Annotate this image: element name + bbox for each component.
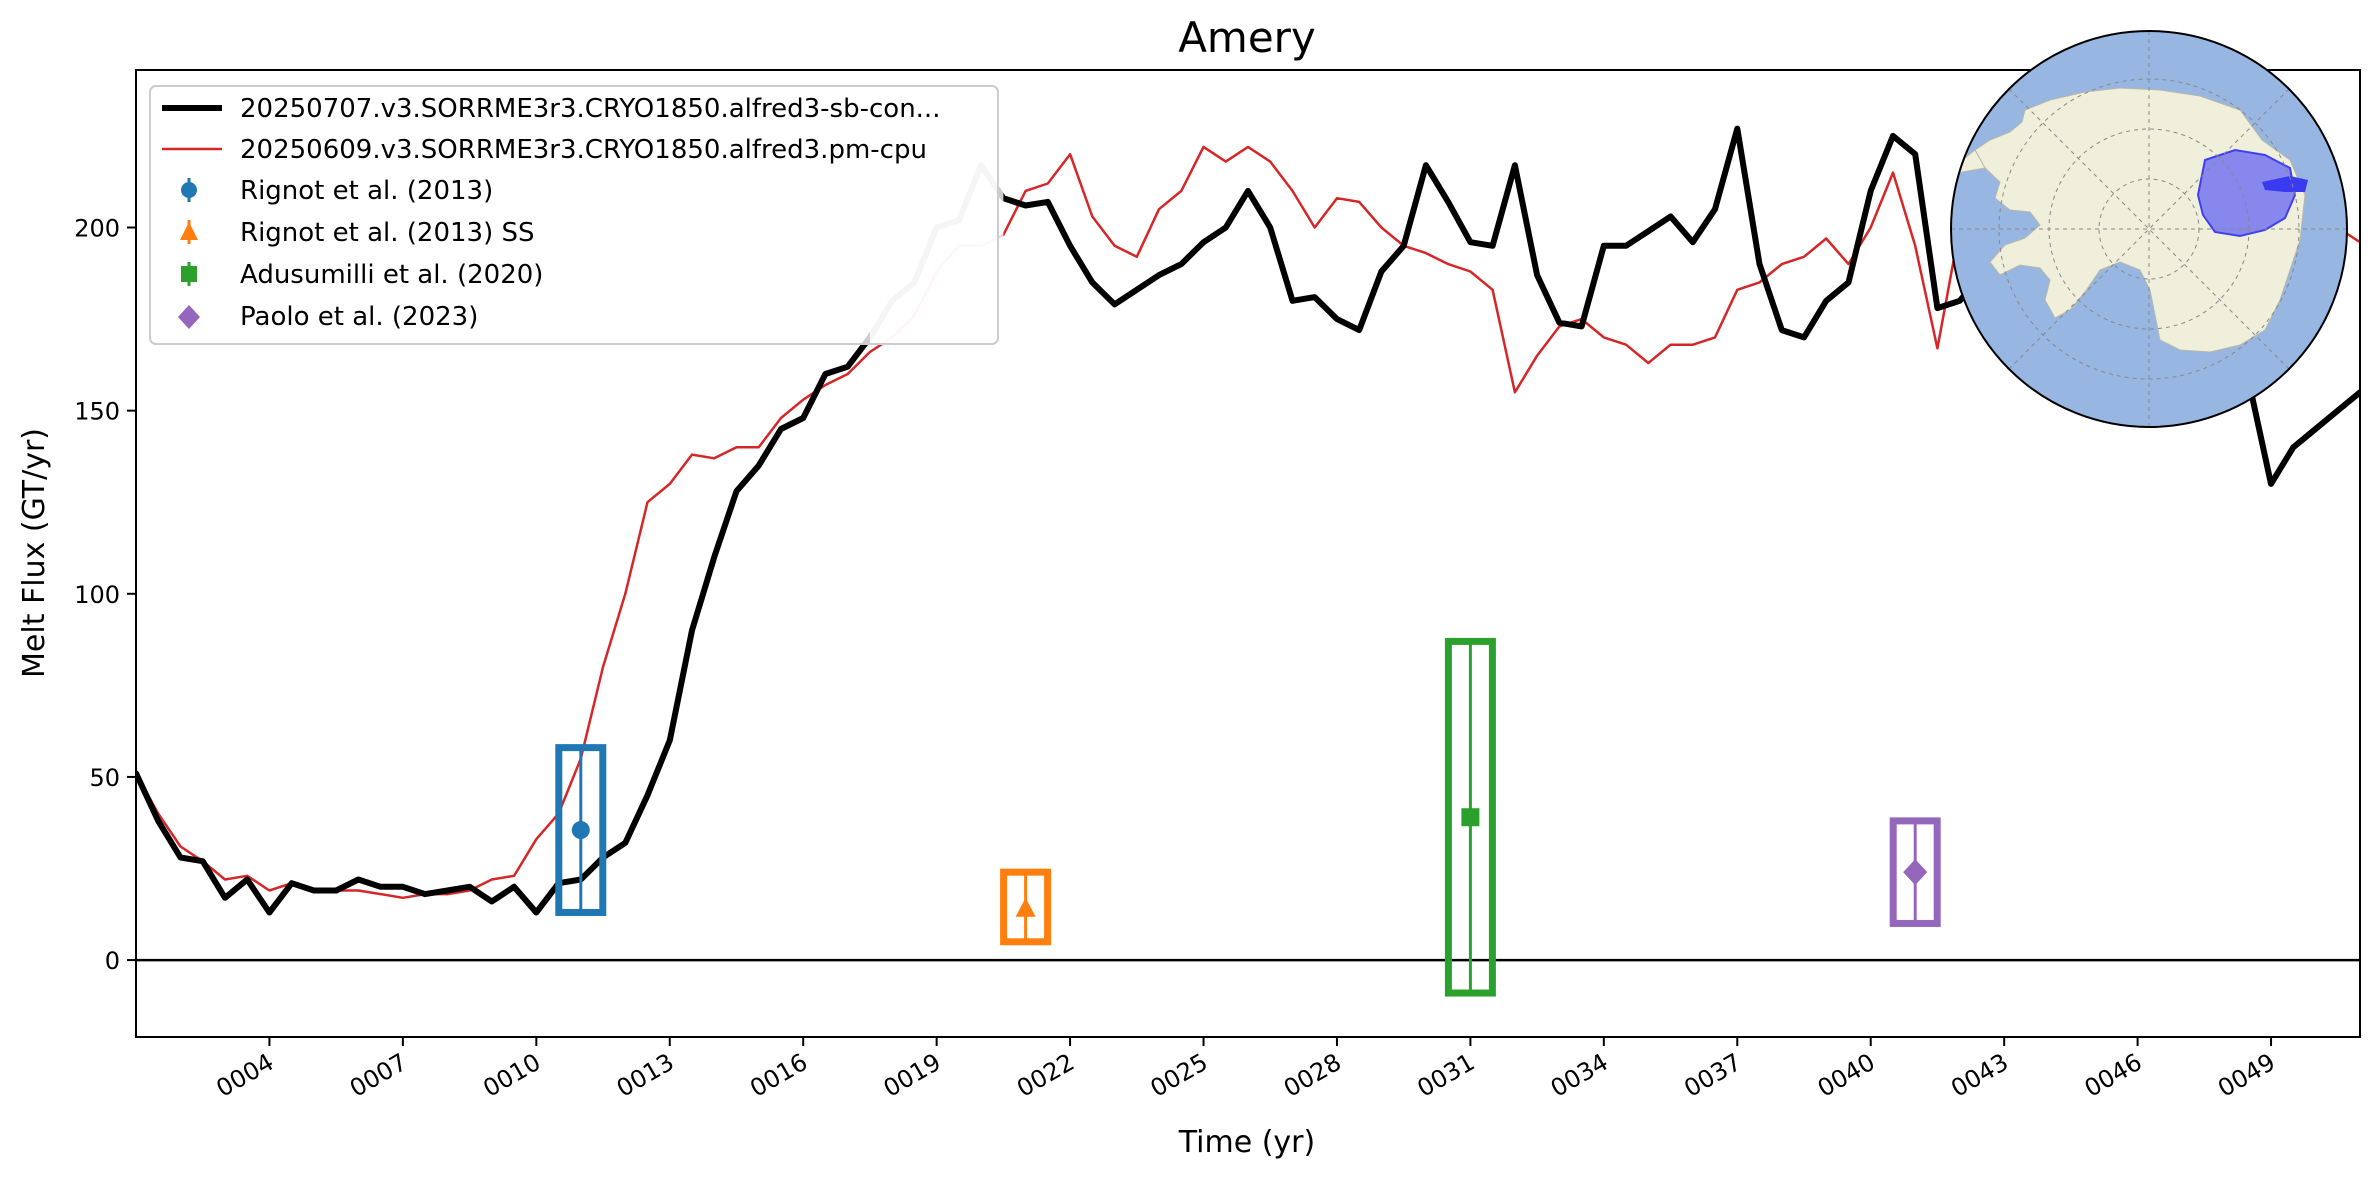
y-tick-label: 100 <box>74 581 120 609</box>
observation-marker <box>1461 808 1480 827</box>
legend-entry-pm-cpu: 20250609.v3.SORRME3r3.CRYO1850.alfred3.p… <box>240 135 927 165</box>
map-graticule <box>1951 31 2347 427</box>
observation-marker <box>1903 859 1928 886</box>
observation-1 <box>555 744 607 916</box>
legend-entry-adusumilli: Adusumilli et al. (2020) <box>240 260 543 290</box>
y-axis: 0 50 100 150 200 <box>74 215 136 975</box>
legend-entry-control: 20250707.v3.SORRME3r3.CRYO1850.alfred3-s… <box>240 94 940 124</box>
y-tick-label: 0 <box>105 947 120 975</box>
amery-ice-shelf-highlight <box>2262 176 2308 192</box>
observation-marker <box>1015 897 1036 917</box>
legend-marker-rignot <box>181 178 197 202</box>
observation-marker <box>571 821 590 840</box>
legend: 20250707.v3.SORRME3r3.CRYO1850.alfred3-s… <box>149 85 999 345</box>
y-tick-label: 50 <box>89 764 120 792</box>
observation-4 <box>1889 817 1941 927</box>
legend-marker-adusumilli <box>181 262 197 286</box>
plot-frame <box>135 69 2361 1038</box>
legend-box <box>149 85 999 345</box>
y-tick-label: 150 <box>74 398 120 426</box>
y-tick-label: 200 <box>74 215 120 243</box>
legend-marker-paolo <box>178 305 200 329</box>
legend-entry-rignot: Rignot et al. (2013) <box>240 176 493 206</box>
amery-basin-highlight <box>2196 148 2297 238</box>
map-border <box>1950 30 2348 428</box>
legend-entry-rignot-ss: Rignot et al. (2013) SS <box>240 218 535 248</box>
inset-map <box>1950 30 2348 428</box>
observations-layer <box>555 637 1941 997</box>
legend-marker-rignot-ss <box>180 220 198 244</box>
legend-entry-paolo: Paolo et al. (2023) <box>240 302 478 332</box>
chart-title: Amery <box>1178 13 1316 62</box>
x-axis-label: Time (yr) <box>1178 1125 1315 1160</box>
observation-2 <box>1000 868 1052 946</box>
y-axis-label: Melt Flux (GT/yr) <box>17 428 52 678</box>
observation-3 <box>1444 637 1496 997</box>
